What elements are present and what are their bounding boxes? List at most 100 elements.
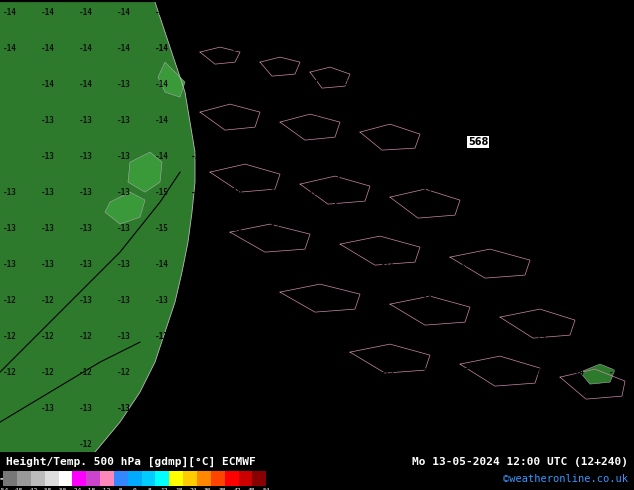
Text: -14: -14 xyxy=(3,44,17,52)
Text: -16: -16 xyxy=(381,440,395,449)
Text: -13: -13 xyxy=(41,188,55,196)
Text: -17: -17 xyxy=(305,151,319,161)
Text: -15: -15 xyxy=(267,440,281,449)
Text: -14: -14 xyxy=(609,440,623,449)
Text: -14: -14 xyxy=(155,79,169,89)
Text: -13: -13 xyxy=(117,404,131,413)
Text: -14: -14 xyxy=(3,8,17,17)
Text: -17: -17 xyxy=(305,223,319,233)
Text: -13: -13 xyxy=(3,260,17,269)
Text: -16: -16 xyxy=(229,79,243,89)
Text: -16: -16 xyxy=(381,404,395,413)
Text: -17: -17 xyxy=(571,44,585,52)
Text: -17: -17 xyxy=(533,44,547,52)
Text: -15: -15 xyxy=(191,79,205,89)
Text: -14: -14 xyxy=(41,44,55,52)
Text: -13: -13 xyxy=(117,440,131,449)
Text: -15: -15 xyxy=(533,295,547,305)
Text: -16: -16 xyxy=(343,295,357,305)
Text: 12: 12 xyxy=(160,488,168,490)
Text: 54: 54 xyxy=(262,488,270,490)
Text: -17: -17 xyxy=(609,44,623,52)
Text: -15: -15 xyxy=(457,368,471,377)
Text: -14: -14 xyxy=(571,368,585,377)
Bar xyxy=(169,471,183,487)
Text: -48: -48 xyxy=(12,488,23,490)
Text: -17: -17 xyxy=(495,151,509,161)
Text: -16: -16 xyxy=(571,116,585,124)
Text: -16: -16 xyxy=(267,295,281,305)
Text: -17: -17 xyxy=(419,223,433,233)
Text: -18: -18 xyxy=(343,8,357,17)
Text: -14: -14 xyxy=(79,44,93,52)
Bar xyxy=(252,471,266,487)
Text: 30: 30 xyxy=(204,488,212,490)
Text: -13: -13 xyxy=(117,151,131,161)
Text: -15: -15 xyxy=(457,440,471,449)
Text: -13: -13 xyxy=(117,260,131,269)
Text: -16: -16 xyxy=(381,295,395,305)
Text: -14: -14 xyxy=(533,404,547,413)
Text: -12: -12 xyxy=(41,332,55,341)
Text: -17: -17 xyxy=(305,44,319,52)
Text: -12: -12 xyxy=(3,295,17,305)
Bar xyxy=(100,471,114,487)
Text: -14: -14 xyxy=(495,368,509,377)
Text: -14: -14 xyxy=(155,8,169,17)
Text: -13: -13 xyxy=(117,295,131,305)
Text: -16: -16 xyxy=(495,188,509,196)
Text: -18: -18 xyxy=(85,488,96,490)
Text: -12: -12 xyxy=(79,368,93,377)
Text: -14: -14 xyxy=(533,368,547,377)
Text: -14: -14 xyxy=(155,260,169,269)
Text: -14: -14 xyxy=(495,440,509,449)
Text: -18: -18 xyxy=(419,8,433,17)
Text: -16: -16 xyxy=(229,188,243,196)
Text: 48: 48 xyxy=(248,488,256,490)
Text: -13: -13 xyxy=(117,223,131,233)
Text: -13: -13 xyxy=(79,151,93,161)
Text: -16: -16 xyxy=(419,404,433,413)
Text: -17: -17 xyxy=(495,44,509,52)
Text: -13: -13 xyxy=(79,404,93,413)
Text: -14: -14 xyxy=(229,332,243,341)
Text: -13: -13 xyxy=(191,440,205,449)
Text: -15: -15 xyxy=(533,260,547,269)
Text: -17: -17 xyxy=(305,79,319,89)
Text: -16: -16 xyxy=(533,223,547,233)
Text: -17: -17 xyxy=(381,260,395,269)
Text: -16: -16 xyxy=(229,223,243,233)
Text: -13: -13 xyxy=(41,116,55,124)
Text: -17: -17 xyxy=(305,8,319,17)
Bar xyxy=(86,471,100,487)
Text: -16: -16 xyxy=(495,260,509,269)
Text: -15: -15 xyxy=(381,368,395,377)
Text: -13: -13 xyxy=(79,260,93,269)
Text: -15: -15 xyxy=(267,404,281,413)
Bar xyxy=(45,471,58,487)
Polygon shape xyxy=(128,152,162,192)
Text: -8: -8 xyxy=(117,488,124,490)
Text: 568: 568 xyxy=(468,137,488,147)
Text: -14: -14 xyxy=(191,295,205,305)
Text: -24: -24 xyxy=(70,488,82,490)
Text: -12: -12 xyxy=(41,295,55,305)
Text: -15: -15 xyxy=(191,8,205,17)
Text: -17: -17 xyxy=(571,79,585,89)
Text: -15: -15 xyxy=(305,404,319,413)
Text: -13: -13 xyxy=(79,116,93,124)
Text: -14: -14 xyxy=(609,332,623,341)
Text: -38: -38 xyxy=(41,488,53,490)
Text: -13: -13 xyxy=(41,404,55,413)
Bar xyxy=(155,471,169,487)
Text: -17: -17 xyxy=(381,223,395,233)
Text: -15: -15 xyxy=(191,260,205,269)
Text: -14: -14 xyxy=(571,295,585,305)
Text: -15: -15 xyxy=(609,223,623,233)
Text: -16: -16 xyxy=(267,79,281,89)
Text: Mo 13-05-2024 12:00 UTC (12+240): Mo 13-05-2024 12:00 UTC (12+240) xyxy=(411,457,628,467)
Text: -14: -14 xyxy=(571,332,585,341)
Text: -16: -16 xyxy=(229,260,243,269)
Text: -17: -17 xyxy=(457,44,471,52)
Text: -17: -17 xyxy=(495,79,509,89)
